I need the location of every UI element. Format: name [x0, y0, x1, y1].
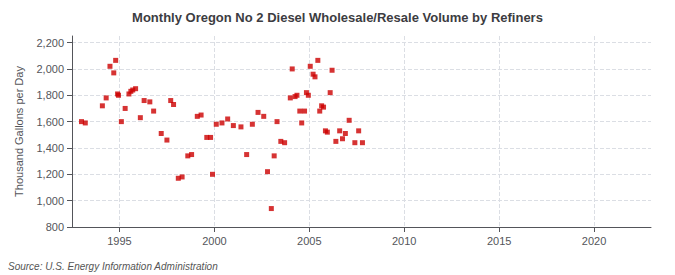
- svg-text:2,200: 2,200: [36, 37, 64, 49]
- svg-text:1,800: 1,800: [36, 89, 64, 101]
- svg-text:2015: 2015: [487, 235, 511, 247]
- svg-text:1,000: 1,000: [36, 195, 64, 207]
- svg-text:2020: 2020: [582, 235, 606, 247]
- svg-text:Source: U.S. Energy Informatio: Source: U.S. Energy Information Administ…: [8, 261, 218, 272]
- svg-text:2005: 2005: [297, 235, 321, 247]
- svg-text:Monthly Oregon No 2 Diesel Who: Monthly Oregon No 2 Diesel Wholesale/Res…: [132, 10, 543, 25]
- svg-text:800: 800: [46, 221, 64, 233]
- svg-text:1,200: 1,200: [36, 168, 64, 180]
- svg-text:2,000: 2,000: [36, 63, 64, 75]
- svg-text:Thousand Gallons per Day: Thousand Gallons per Day: [13, 66, 25, 197]
- svg-text:2000: 2000: [202, 235, 226, 247]
- svg-text:2010: 2010: [392, 235, 416, 247]
- svg-text:1995: 1995: [107, 235, 131, 247]
- svg-text:1,600: 1,600: [36, 116, 64, 128]
- svg-text:1,400: 1,400: [36, 142, 64, 154]
